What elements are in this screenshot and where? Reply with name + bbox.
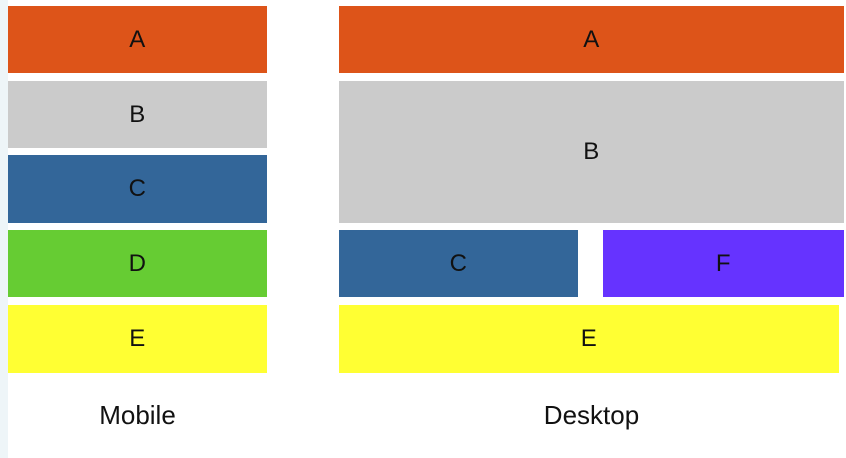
desktop-block-f: F [603,230,844,297]
mobile-caption: Mobile [99,400,176,430]
mobile-block-e: E [8,305,267,373]
desktop-caption: Desktop [543,400,640,430]
mobile-block-a: A [8,6,267,73]
desktop-block-b: B [339,81,844,223]
mobile-block-b: B [8,81,267,148]
desktop-block-c: C [339,230,578,297]
mobile-block-d: D [8,230,267,297]
desktop-block-e: E [339,305,839,373]
mobile-block-c: C [8,155,267,223]
diagram-background [8,0,846,458]
desktop-block-a: A [339,6,844,73]
